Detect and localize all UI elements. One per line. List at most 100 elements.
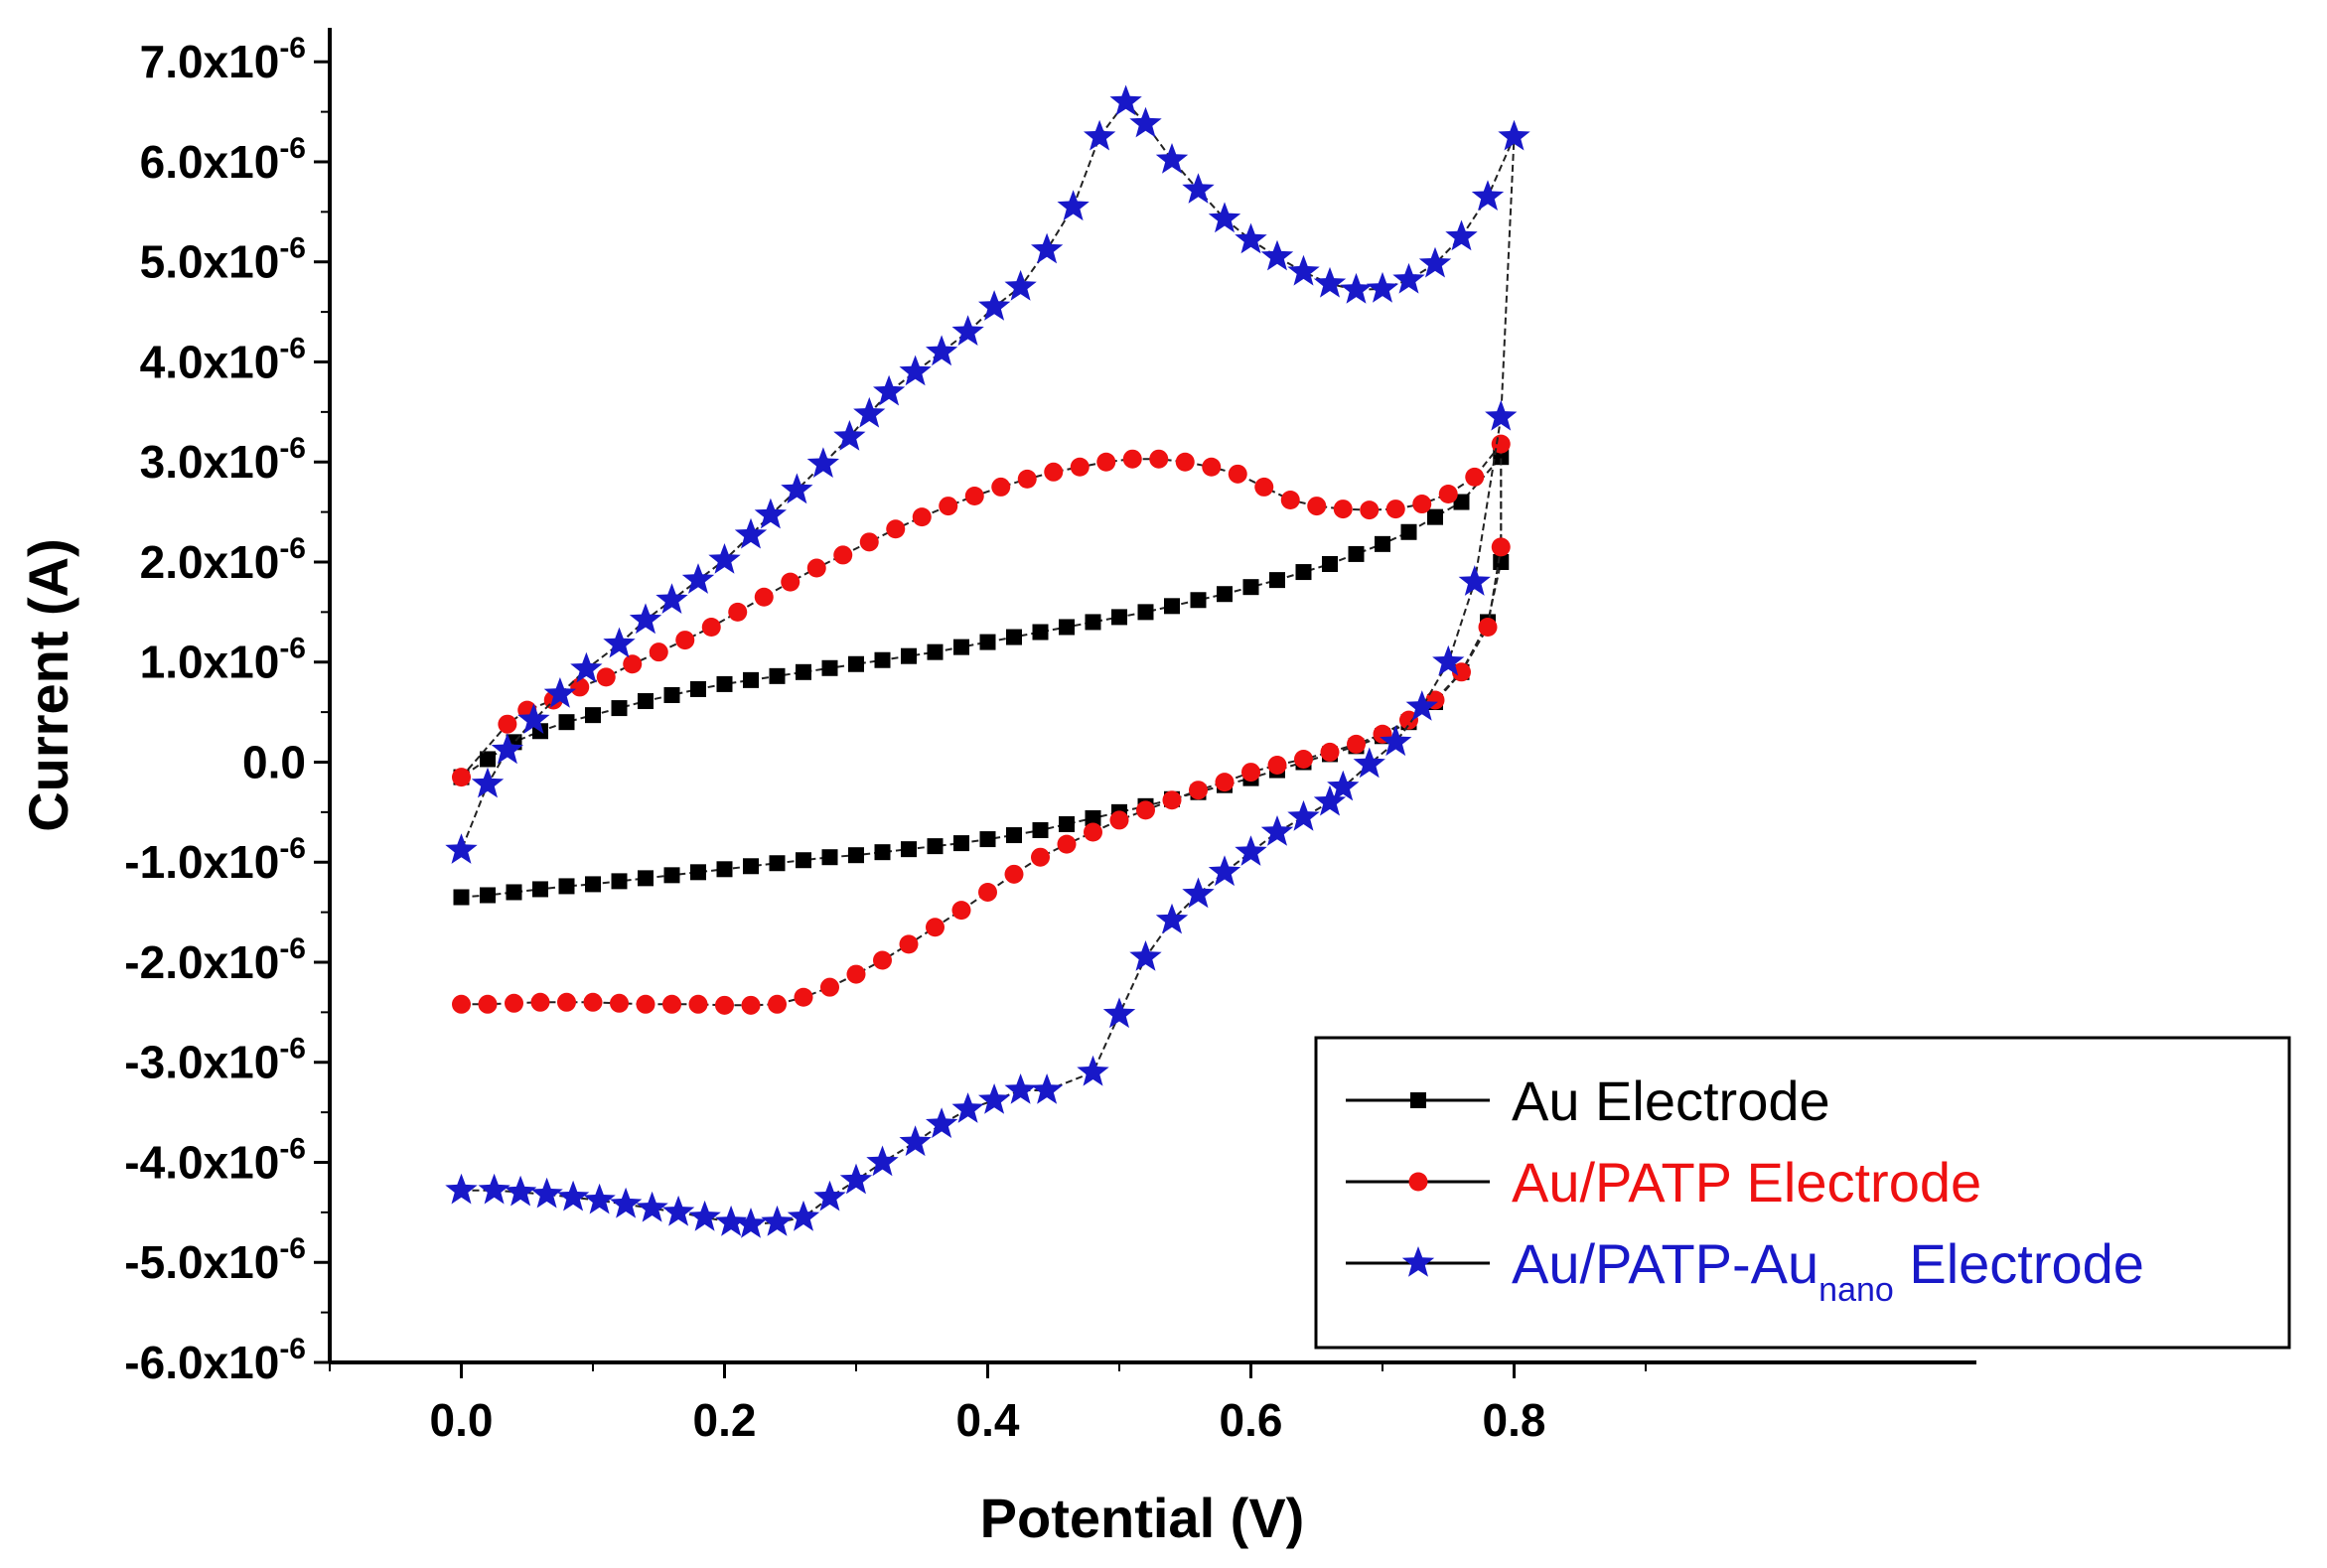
x-tick-label: 0.2 (693, 1394, 757, 1446)
data-point (1260, 239, 1294, 271)
data-point (623, 654, 643, 674)
data-point (480, 887, 496, 904)
data-point (1182, 877, 1215, 909)
data-point (662, 1195, 695, 1226)
data-point (1322, 556, 1338, 572)
data-point (603, 627, 636, 658)
data-point (886, 519, 906, 539)
data-point (663, 686, 680, 703)
data-point (1353, 747, 1385, 779)
data-point (1340, 272, 1373, 304)
series-layer (445, 84, 1530, 1238)
data-point (1453, 494, 1470, 510)
data-point (498, 714, 517, 734)
data-point (866, 1145, 899, 1177)
data-point (1493, 449, 1510, 466)
data-point (585, 876, 601, 893)
data-point (1380, 725, 1412, 757)
series-2 (452, 434, 1511, 1015)
legend-marker (1401, 1246, 1435, 1277)
data-point (1452, 662, 1471, 682)
y-tick-exponent: -6 (279, 32, 306, 65)
data-point (629, 603, 662, 635)
legend-suffix: Electrode (1894, 1232, 2144, 1295)
data-point (1004, 269, 1037, 301)
data-point (1493, 553, 1510, 570)
data-point (675, 631, 695, 650)
data-point (701, 617, 721, 637)
data-point (978, 1083, 1011, 1114)
data-point (1182, 173, 1215, 204)
data-point (690, 680, 706, 697)
data-point (926, 335, 958, 366)
data-point (505, 1175, 537, 1207)
data-point (638, 870, 654, 887)
series-3 (445, 84, 1530, 1238)
y-tick-label: 2.0x10-6 (140, 532, 306, 588)
data-point (1327, 770, 1360, 801)
data-point (530, 992, 550, 1012)
data-point (1155, 903, 1189, 934)
data-point (1032, 624, 1049, 641)
data-point (1235, 222, 1267, 254)
series-line (460, 99, 1516, 1226)
data-point (926, 1107, 958, 1138)
y-tick-label: 5.0x10-6 (140, 232, 306, 288)
data-point (939, 497, 958, 516)
data-point (1059, 815, 1075, 832)
data-point (1155, 143, 1189, 174)
data-point (1347, 734, 1366, 754)
data-point (688, 994, 708, 1014)
data-point (611, 873, 628, 890)
data-point (806, 558, 826, 578)
data-point (611, 700, 628, 717)
data-point (964, 486, 984, 505)
data-point (1070, 457, 1090, 477)
y-tick-label: -4.0x10-6 (124, 1132, 306, 1188)
data-point (979, 831, 996, 848)
data-point (445, 833, 478, 864)
data-point (1366, 271, 1399, 303)
data-point (662, 994, 681, 1014)
data-point (1400, 523, 1417, 540)
data-point (1102, 997, 1136, 1029)
data-point (1162, 790, 1182, 810)
data-point (1385, 499, 1405, 519)
data-point (848, 655, 864, 672)
data-point (813, 1180, 846, 1212)
data-point (846, 964, 866, 984)
data-point (926, 918, 945, 937)
x-tick-label: 0.4 (956, 1394, 1020, 1446)
data-point (1109, 84, 1142, 116)
data-point (1491, 434, 1511, 454)
data-point (543, 677, 576, 708)
y-tick-label: 7.0x10-6 (140, 32, 306, 87)
data-point (1287, 254, 1320, 286)
data-point (452, 994, 471, 1014)
data-point (1333, 499, 1353, 519)
axes-layer: 7.0x10-6 6.0x10-6 5.0x10-6 4.0x10-6 3.0x10-6… (124, 28, 1976, 1446)
data-point (1280, 491, 1300, 510)
y-tick-label: -2.0x10-6 (124, 932, 306, 988)
data-point (471, 767, 505, 798)
data-point (1122, 449, 1142, 469)
data-point (927, 838, 944, 855)
data-point (649, 642, 668, 662)
data-point (794, 987, 813, 1007)
data-point (1111, 609, 1127, 626)
data-point (1208, 202, 1241, 233)
data-point (1004, 864, 1024, 884)
x-tick-label: 0.8 (1483, 1394, 1546, 1446)
data-point (781, 572, 800, 592)
data-point (806, 447, 839, 478)
data-point (1269, 572, 1285, 589)
y-axis-title: Current (A) (17, 538, 79, 832)
y-tick-exponent: -6 (279, 532, 306, 565)
y-tick-exponent: -6 (279, 1033, 306, 1066)
data-point (452, 768, 471, 787)
y-tick-exponent: -6 (279, 232, 306, 265)
data-point (505, 993, 523, 1013)
data-point (1017, 469, 1037, 489)
data-point (787, 1200, 820, 1231)
data-point (1478, 617, 1498, 637)
